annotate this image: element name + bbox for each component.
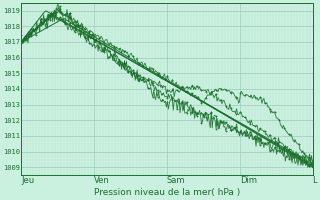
X-axis label: Pression niveau de la mer( hPa ): Pression niveau de la mer( hPa ) <box>94 188 240 197</box>
